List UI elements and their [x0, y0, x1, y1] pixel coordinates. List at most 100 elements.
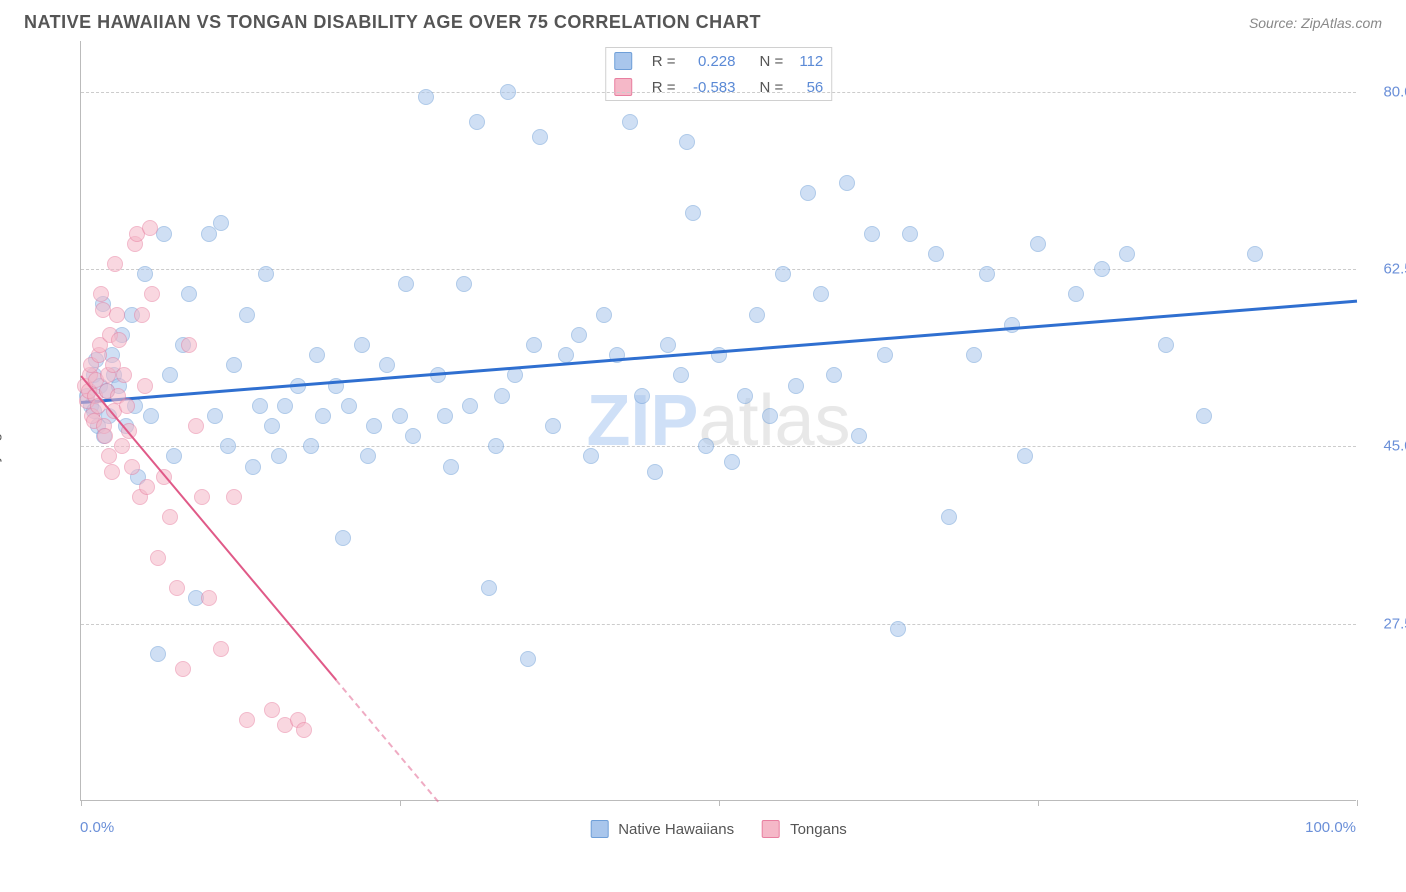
scatter-point: [1247, 246, 1263, 262]
scatter-point: [264, 418, 280, 434]
scatter-point: [398, 276, 414, 292]
scatter-point: [979, 266, 995, 282]
scatter-point: [335, 530, 351, 546]
scatter-point: [181, 337, 197, 353]
scatter-point: [134, 307, 150, 323]
trend-line-dashed: [335, 680, 439, 803]
scatter-point: [660, 337, 676, 353]
plot-region: ZIPatlas R =0.228N =112R =-0.583N =56 Na…: [80, 41, 1356, 801]
scatter-point: [1030, 236, 1046, 252]
scatter-point: [418, 89, 434, 105]
scatter-point: [1068, 286, 1084, 302]
scatter-point: [150, 550, 166, 566]
scatter-point: [545, 418, 561, 434]
scatter-point: [194, 489, 210, 505]
scatter-point: [315, 408, 331, 424]
x-axis: 0.0% 100.0%: [80, 801, 1356, 841]
scatter-point: [462, 398, 478, 414]
scatter-point: [258, 266, 274, 282]
scatter-point: [93, 286, 109, 302]
scatter-point: [220, 438, 236, 454]
scatter-point: [271, 448, 287, 464]
x-axis-min-label: 0.0%: [80, 819, 114, 836]
legend-n-value: 56: [791, 74, 831, 100]
legend-r-value: 0.228: [684, 48, 744, 74]
scatter-point: [181, 286, 197, 302]
gridline: [81, 624, 1356, 625]
scatter-point: [144, 286, 160, 302]
scatter-point: [309, 347, 325, 363]
gridline: [81, 92, 1356, 93]
scatter-point: [775, 266, 791, 282]
correlation-legend: R =0.228N =112R =-0.583N =56: [605, 47, 833, 101]
scatter-point: [698, 438, 714, 454]
scatter-point: [1119, 246, 1135, 262]
legend-swatch: [614, 78, 632, 96]
x-tick-mark: [1357, 800, 1358, 806]
scatter-point: [169, 580, 185, 596]
scatter-point: [1196, 408, 1212, 424]
scatter-point: [303, 438, 319, 454]
scatter-point: [902, 226, 918, 242]
scatter-point: [469, 114, 485, 130]
scatter-point: [142, 220, 158, 236]
scatter-point: [583, 448, 599, 464]
chart-header: NATIVE HAWAIIAN VS TONGAN DISABILITY AGE…: [0, 0, 1406, 41]
scatter-point: [162, 509, 178, 525]
scatter-point: [679, 134, 695, 150]
x-axis-max-label: 100.0%: [1305, 819, 1356, 836]
scatter-point: [379, 357, 395, 373]
scatter-point: [864, 226, 880, 242]
scatter-point: [226, 489, 242, 505]
scatter-point: [162, 367, 178, 383]
scatter-point: [139, 479, 155, 495]
scatter-point: [277, 398, 293, 414]
scatter-point: [762, 408, 778, 424]
scatter-point: [520, 651, 536, 667]
scatter-point: [443, 459, 459, 475]
scatter-point: [175, 661, 191, 677]
scatter-point: [737, 388, 753, 404]
scatter-point: [392, 408, 408, 424]
scatter-point: [526, 337, 542, 353]
scatter-point: [150, 646, 166, 662]
legend-swatch: [614, 52, 632, 70]
scatter-point: [724, 454, 740, 470]
scatter-point: [558, 347, 574, 363]
scatter-point: [685, 205, 701, 221]
scatter-point: [156, 226, 172, 242]
scatter-point: [252, 398, 268, 414]
scatter-point: [114, 438, 130, 454]
scatter-point: [143, 408, 159, 424]
scatter-point: [813, 286, 829, 302]
scatter-point: [296, 722, 312, 738]
y-axis-title: Disability Age Over 75: [0, 367, 3, 515]
scatter-point: [116, 367, 132, 383]
scatter-point: [481, 580, 497, 596]
scatter-point: [647, 464, 663, 480]
scatter-point: [188, 418, 204, 434]
scatter-point: [437, 408, 453, 424]
scatter-point: [124, 459, 140, 475]
scatter-point: [354, 337, 370, 353]
scatter-point: [488, 438, 504, 454]
scatter-point: [107, 256, 123, 272]
legend-n-label: N =: [744, 48, 792, 74]
scatter-point: [826, 367, 842, 383]
chart-area: Disability Age Over 75 ZIPatlas R =0.228…: [24, 41, 1382, 841]
scatter-point: [239, 307, 255, 323]
scatter-point: [1158, 337, 1174, 353]
legend-r-label: R =: [644, 48, 684, 74]
scatter-point: [213, 215, 229, 231]
legend-n-value: 112: [791, 48, 831, 74]
scatter-point: [673, 367, 689, 383]
scatter-point: [851, 428, 867, 444]
watermark: ZIPatlas: [586, 380, 850, 462]
scatter-point: [1094, 261, 1110, 277]
scatter-point: [366, 418, 382, 434]
scatter-point: [532, 129, 548, 145]
scatter-point: [890, 621, 906, 637]
scatter-point: [239, 712, 255, 728]
gridline: [81, 446, 1356, 447]
scatter-point: [264, 702, 280, 718]
